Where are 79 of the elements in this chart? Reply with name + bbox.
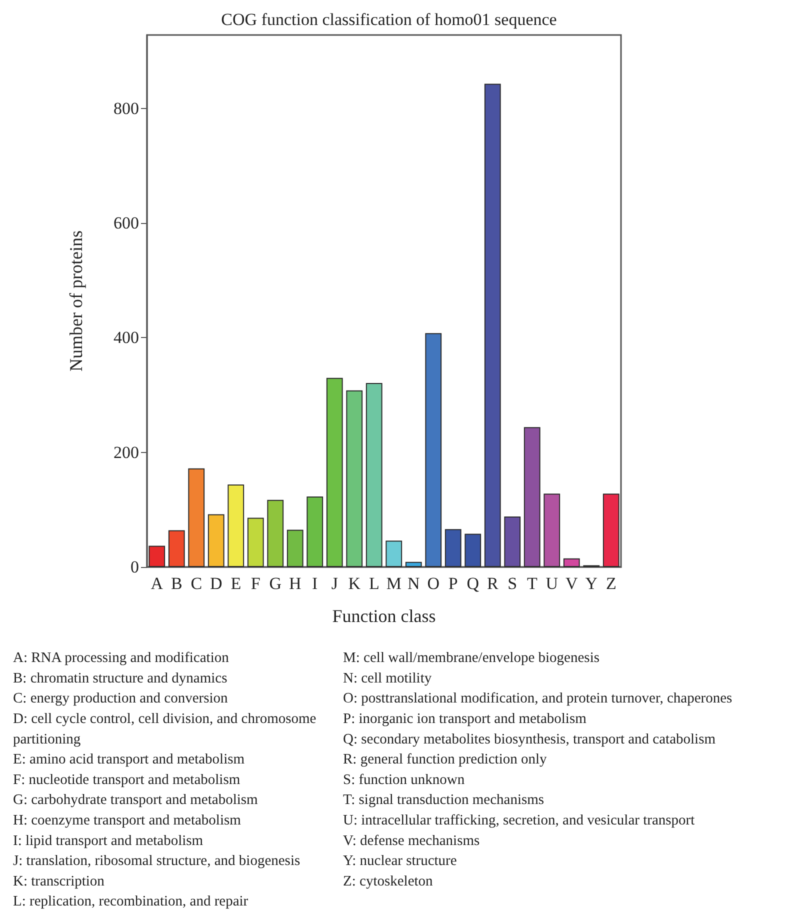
x-tick-label: U bbox=[546, 574, 558, 593]
x-tick-label: Q bbox=[466, 574, 480, 593]
x-tick-label: V bbox=[565, 574, 578, 593]
bar bbox=[208, 514, 224, 567]
bar bbox=[366, 382, 382, 567]
x-tick-label: Z bbox=[606, 574, 616, 593]
x-tick-label: E bbox=[230, 574, 242, 593]
bar bbox=[247, 518, 264, 567]
x-tick-label: G bbox=[269, 574, 282, 593]
x-tick-label: F bbox=[250, 574, 260, 593]
text: Z: cytoskeleton bbox=[343, 873, 434, 890]
bar bbox=[544, 494, 560, 567]
x-tick-label: Y bbox=[585, 574, 598, 593]
text: U: intracellular trafficking, secretion, and vesicular transport bbox=[343, 812, 695, 829]
text: Y: nuclear structure bbox=[343, 853, 457, 870]
bar bbox=[267, 500, 284, 567]
bar bbox=[464, 534, 482, 567]
x-tick-label: T bbox=[526, 574, 538, 593]
bar bbox=[306, 496, 324, 567]
bar bbox=[563, 558, 580, 567]
text: N: cell motility bbox=[343, 670, 432, 686]
text: B: chromatin structure and dynamics bbox=[13, 670, 228, 686]
bar bbox=[386, 540, 402, 567]
text: I: lipid transport and metabolism bbox=[13, 832, 204, 849]
text: L: replication, recombination, and repair bbox=[13, 894, 248, 910]
x-tick-label: S bbox=[508, 574, 518, 593]
bar bbox=[346, 390, 363, 567]
x-tick-label: L bbox=[368, 574, 380, 593]
text: S: function unknown bbox=[343, 772, 466, 788]
x-tick-label: H bbox=[288, 574, 302, 593]
x-tick-label: M bbox=[386, 574, 402, 593]
text: C: energy production and conversion bbox=[13, 690, 229, 707]
text: M: cell wall/membrane/envelope biogenesis bbox=[343, 650, 600, 666]
y-tick-label: 600 bbox=[114, 214, 139, 233]
text: J: translation, ribosomal structure, and biogenesis bbox=[13, 853, 300, 870]
bar bbox=[444, 529, 462, 567]
bar bbox=[228, 484, 244, 567]
x-tick-label: A bbox=[150, 574, 164, 593]
text: R: general function prediction only bbox=[343, 752, 548, 768]
text: E: amino acid transport and metabolism bbox=[13, 752, 246, 768]
x-tick-label: R bbox=[486, 574, 499, 593]
bar bbox=[148, 546, 166, 567]
x-tick-label: P bbox=[448, 574, 458, 593]
text: P: inorganic ion transport and metabolism bbox=[343, 711, 588, 728]
bar bbox=[484, 84, 501, 567]
text: F: nucleotide transport and metabolism bbox=[13, 772, 241, 788]
x-axis-title: Function class bbox=[332, 606, 436, 626]
y-tick-label: 800 bbox=[114, 98, 139, 118]
text: H: coenzyme transport and metabolism bbox=[13, 812, 242, 829]
x-tick-label: J bbox=[331, 574, 338, 593]
text: T: signal transduction mechanisms bbox=[343, 792, 544, 808]
x-tick-label: D bbox=[210, 574, 222, 593]
bar bbox=[524, 427, 540, 567]
bar bbox=[602, 494, 620, 567]
x-tick-label: B bbox=[170, 574, 182, 593]
text: O: posttranslational modification, and protein turnover, chaperones bbox=[343, 690, 733, 707]
bar bbox=[504, 516, 521, 567]
bar bbox=[425, 333, 442, 567]
bar bbox=[326, 378, 343, 567]
x-tick-label: C bbox=[190, 574, 202, 593]
x-tick-label: N bbox=[407, 574, 420, 593]
bar bbox=[405, 562, 422, 567]
bar bbox=[188, 468, 205, 567]
text: V: defense mechanisms bbox=[343, 832, 480, 849]
chart-title: COG function classification of homo01 sequence bbox=[221, 10, 557, 29]
x-tick-label: K bbox=[348, 574, 362, 593]
bar bbox=[286, 530, 304, 567]
text: Q: secondary metabolites biosynthesis, transport and catabolism bbox=[343, 731, 716, 748]
y-tick-label: 400 bbox=[114, 328, 139, 348]
y-axis-title: Number of proteins bbox=[66, 230, 86, 372]
x-tick-label: O bbox=[427, 574, 440, 593]
text: A: RNA processing and modification bbox=[13, 650, 230, 666]
y-tick-label: 0 bbox=[130, 558, 139, 576]
text: G: carbohydrate transport and metabolism bbox=[13, 792, 259, 808]
y-tick-label: 200 bbox=[114, 442, 139, 462]
text: D: cell cycle control, cell division, and chromosome partitioning bbox=[13, 711, 320, 748]
bar bbox=[168, 530, 185, 567]
text: K: transcription bbox=[13, 873, 106, 890]
x-tick-label: I bbox=[312, 574, 318, 593]
